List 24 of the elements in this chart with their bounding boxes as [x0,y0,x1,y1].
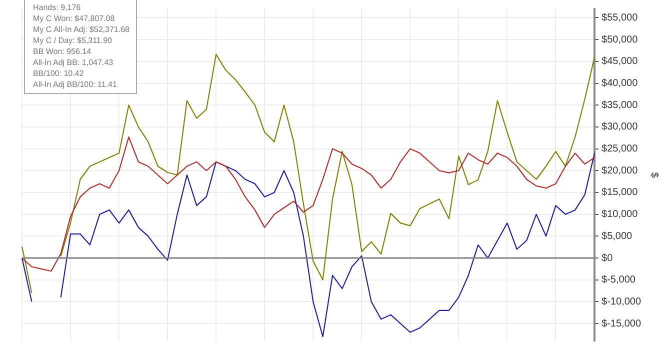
annotation: My C All-In Adj: $52,371.68 [33,24,130,35]
annotation: BB Won: 956.14 [33,46,92,57]
y-tick-label: $-5,000 [602,274,636,286]
y-tick-label: $45,000 [602,56,638,68]
y-tick-label: $55,000 [602,12,638,24]
y-tick-label: $40,000 [602,78,638,90]
y-tick-label: $20,000 [602,165,638,176]
y-tick-label: $-15,000 [602,318,642,330]
y-tick-label: $35,000 [602,100,638,111]
annotation: My C / Day: $5,311.90 [33,35,113,46]
annotation: All-In Adj BB: 1,047.43 [33,57,114,68]
y-tick-label: $10,000 [602,209,638,220]
y-tick-label: $-10,000 [602,296,642,308]
y-tick-label: $0 [602,252,614,264]
y-tick-label: $50,000 [602,34,638,46]
y-tick-label: $30,000 [602,122,638,133]
annotation: BB/100: 10.42 [33,68,85,79]
annotation: Hands: 9,176 [33,2,82,13]
y-tick-label: $25,000 [602,144,638,155]
annotation: My C Won: $47,807.08 [33,13,116,24]
y-tick-label: $15,000 [602,187,638,198]
y-tick-label: $5,000 [602,230,633,242]
y-axis-title: $ [648,172,660,178]
annotation: All-In Adj BB/100: 11.41 [33,79,118,90]
